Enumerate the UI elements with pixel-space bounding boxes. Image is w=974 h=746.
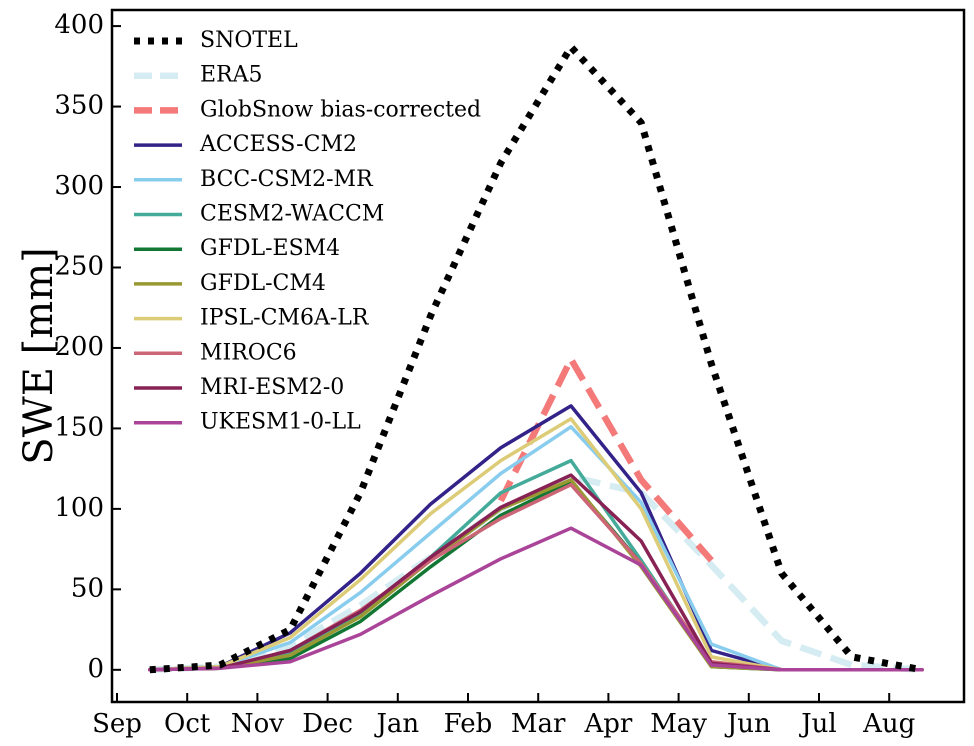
legend-label: SNOTEL: [200, 28, 298, 53]
series-layer: [148, 43, 924, 674]
legend-label: GlobSnow bias-corrected: [200, 97, 481, 122]
x-tick-label: Sep: [92, 709, 142, 739]
series-line-era5: [149, 473, 923, 674]
series-line-bcc-csm2-mr: [148, 425, 924, 672]
legend-label: MRI-ESM2-0: [200, 375, 344, 400]
legend-label: UKESM1-0-LL: [200, 410, 361, 435]
y-tick-label: 300: [54, 171, 104, 201]
y-tick-label: 400: [54, 10, 104, 40]
y-tick-label: 100: [54, 493, 104, 523]
series-line-gfdl-esm4: [148, 479, 924, 672]
series-line-globsnow-bias-corrected: [497, 355, 714, 563]
legend-label: IPSL-CM6A-LR: [200, 306, 370, 331]
series-line-miroc6: [148, 482, 924, 672]
legend-label: ACCESS-CM2: [199, 132, 357, 157]
y-tick-label: 150: [54, 412, 104, 442]
x-tick-label: Oct: [164, 709, 211, 739]
x-tick-label: Feb: [444, 709, 493, 739]
x-tick-label: Mar: [511, 709, 566, 739]
y-axis-title: SWE [mm]: [16, 247, 62, 465]
x-tick-label: Jul: [798, 709, 836, 739]
series-line-mri-esm2-0: [148, 473, 924, 672]
legend-label: GFDL-CM4: [200, 271, 326, 296]
x-tick-label: Aug: [862, 709, 915, 739]
series-line-gfdl-cm4: [148, 478, 924, 672]
x-tick-label: May: [650, 709, 707, 739]
legend-label: BCC-CSM2-MR: [200, 167, 374, 192]
series-line-access-cm2: [148, 404, 924, 672]
x-tick-label: Jun: [724, 709, 771, 739]
axis-ticks: 0 50 100 150 200 250 300 350 400 Sep Oct Nov Dec Jan F…: [54, 10, 915, 739]
y-tick-label: 200: [54, 332, 104, 362]
legend-label: MIROC6: [200, 340, 297, 365]
y-tick-label: 50: [71, 573, 104, 603]
legend-label: GFDL-ESM4: [200, 236, 340, 261]
y-tick-label: 0: [87, 654, 104, 684]
x-tick-label: Apr: [583, 709, 632, 739]
legend-label: CESM2-WACCM: [200, 202, 384, 227]
x-tick-label: Dec: [302, 709, 353, 739]
legend-label: ERA5: [200, 63, 263, 88]
series-line-ukesm1-0-ll: [148, 526, 924, 672]
legend: SNOTEL ERA5 GlobSnow bias-corrected ACCESS-…: [134, 28, 481, 435]
y-tick-label: 250: [54, 251, 104, 281]
x-tick-label: Nov: [231, 709, 284, 739]
series-line-snotel: [149, 43, 923, 674]
y-tick-label: 350: [54, 91, 104, 121]
x-tick-label: Jan: [373, 709, 419, 739]
